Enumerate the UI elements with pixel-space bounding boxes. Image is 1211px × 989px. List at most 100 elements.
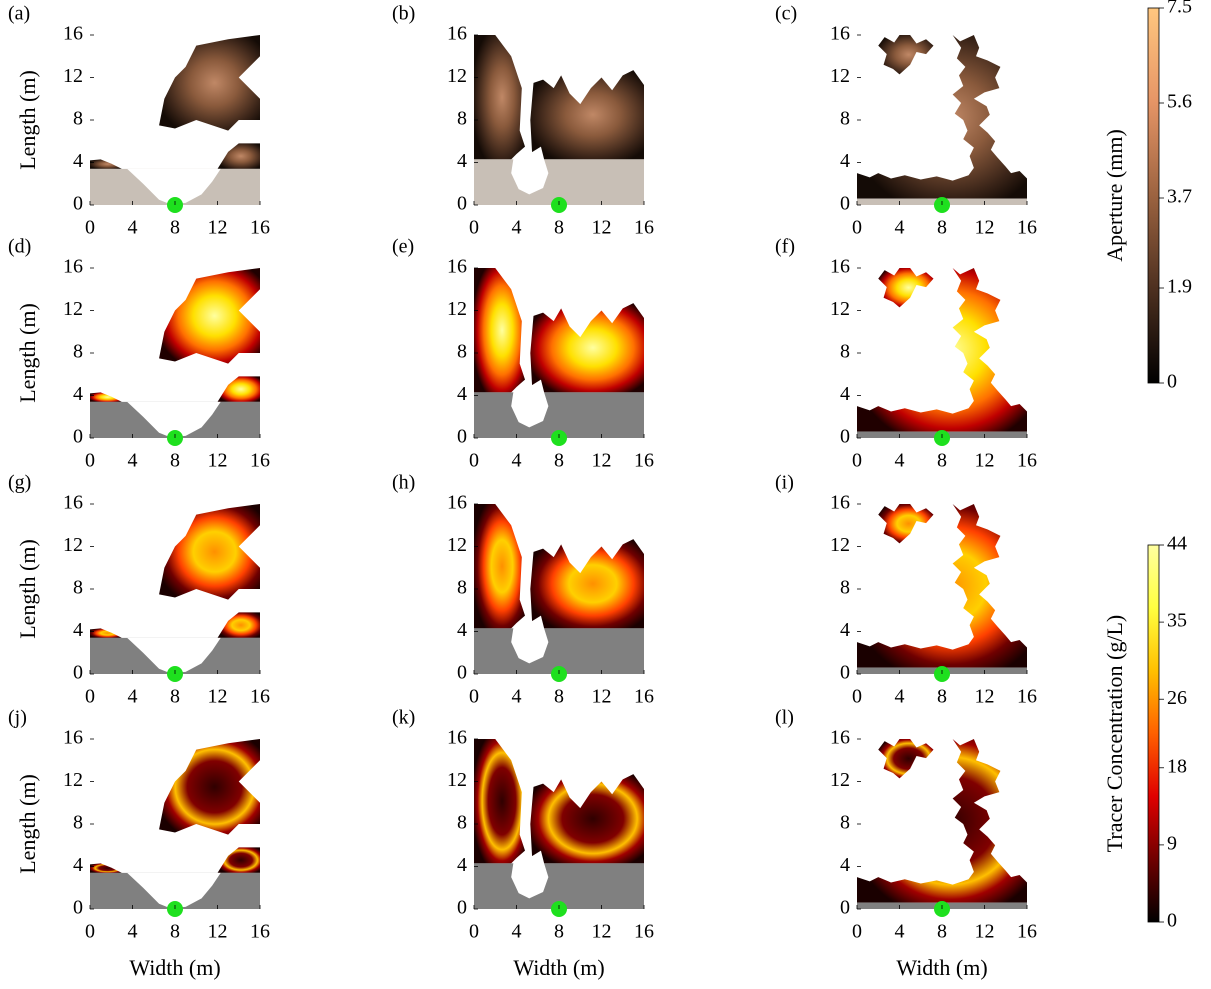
x-tick-label: 12 — [208, 686, 228, 708]
x-tick-label: 0 — [469, 217, 479, 239]
panel-label: (l) — [775, 707, 794, 729]
x-tick-label: 16 — [1017, 686, 1037, 708]
x-tick-label: 8 — [554, 921, 564, 943]
y-tick-label: 4 — [457, 619, 467, 641]
y-tick-label: 4 — [73, 383, 83, 405]
x-tick-label: 0 — [469, 686, 479, 708]
y-tick-label: 12 — [830, 65, 850, 87]
x-tick-label: 0 — [85, 217, 95, 239]
x-tick-label: 4 — [895, 217, 905, 239]
x-tick-label: 8 — [554, 450, 564, 472]
y-tick-label: 0 — [73, 193, 83, 215]
panel-label: (c) — [775, 3, 797, 25]
fracture-region — [159, 268, 260, 364]
x-tick-label: 16 — [634, 450, 654, 472]
y-tick-label: 12 — [447, 65, 467, 87]
x-tick-label: 12 — [592, 450, 612, 472]
y-tick-label: 16 — [447, 256, 467, 278]
x-tick-label: 0 — [469, 921, 479, 943]
fracture-region — [878, 739, 933, 778]
colorbar-tick-label: 3.7 — [1167, 186, 1192, 208]
panel-label: (e) — [392, 236, 414, 258]
y-tick-label: 8 — [73, 577, 83, 599]
y-tick-label: 12 — [447, 298, 467, 320]
colorbar-label: Tracer Concentration (g/L) — [1102, 615, 1127, 852]
y-tick-label: 8 — [840, 812, 850, 834]
colorbar-tick-label: 44 — [1167, 533, 1187, 555]
fracture-region — [530, 774, 644, 863]
fracture-region — [530, 70, 644, 159]
y-tick-label: 4 — [457, 854, 467, 876]
x-tick-label: 8 — [170, 686, 180, 708]
colorbar-tick-label: 35 — [1167, 610, 1187, 632]
fracture-region — [159, 739, 260, 835]
x-tick-label: 0 — [852, 217, 862, 239]
x-tick-label: 12 — [975, 921, 995, 943]
y-tick-label: 16 — [830, 256, 850, 278]
fracture-region — [218, 847, 261, 873]
y-tick-label: 8 — [73, 341, 83, 363]
y-tick-label: 0 — [457, 897, 467, 919]
y-tick-label: 12 — [447, 534, 467, 556]
x-tick-label: 16 — [634, 686, 654, 708]
x-tick-label: 8 — [170, 921, 180, 943]
y-tick-label: 4 — [840, 619, 850, 641]
x-axis-label: Width (m) — [129, 955, 220, 980]
y-tick-label: 16 — [63, 23, 83, 45]
colorbar-tick-label: 0 — [1167, 371, 1177, 393]
y-tick-label: 16 — [63, 256, 83, 278]
y-axis-label: Length (m) — [15, 70, 40, 170]
panel-label: (g) — [8, 472, 31, 494]
x-tick-label: 16 — [250, 450, 270, 472]
panel-label: (j) — [8, 707, 27, 729]
y-tick-label: 16 — [447, 727, 467, 749]
y-tick-label: 0 — [840, 193, 850, 215]
fracture-region — [474, 739, 525, 863]
x-tick-label: 4 — [512, 921, 522, 943]
panel-label: (h) — [392, 472, 415, 494]
y-tick-label: 16 — [447, 492, 467, 514]
x-tick-label: 8 — [554, 217, 564, 239]
y-tick-label: 4 — [840, 854, 850, 876]
x-tick-label: 16 — [634, 921, 654, 943]
y-tick-label: 4 — [840, 383, 850, 405]
x-tick-label: 8 — [937, 921, 947, 943]
y-tick-label: 16 — [830, 492, 850, 514]
x-tick-label: 12 — [208, 217, 228, 239]
x-tick-label: 4 — [512, 450, 522, 472]
y-axis-label: Length (m) — [15, 774, 40, 874]
x-tick-label: 0 — [469, 450, 479, 472]
fracture-region — [218, 143, 261, 169]
panel-label: (f) — [775, 236, 795, 258]
y-tick-label: 0 — [73, 426, 83, 448]
x-tick-label: 8 — [937, 450, 947, 472]
y-tick-label: 12 — [447, 769, 467, 791]
colorbar — [1148, 545, 1159, 922]
y-tick-label: 4 — [840, 150, 850, 172]
fracture-region — [530, 303, 644, 392]
y-tick-label: 12 — [830, 769, 850, 791]
fracture-region — [530, 539, 644, 628]
y-tick-label: 8 — [840, 108, 850, 130]
colorbar-tick-label: 7.5 — [1167, 0, 1192, 18]
x-tick-label: 16 — [1017, 450, 1037, 472]
x-tick-label: 8 — [170, 450, 180, 472]
colorbar — [1148, 8, 1159, 383]
x-tick-label: 8 — [937, 686, 947, 708]
fracture-region — [857, 35, 1027, 199]
panel-label: (d) — [8, 236, 31, 258]
x-tick-label: 0 — [852, 450, 862, 472]
x-tick-label: 4 — [128, 450, 138, 472]
y-tick-label: 8 — [457, 341, 467, 363]
x-tick-label: 0 — [852, 686, 862, 708]
fracture-region — [878, 268, 933, 307]
y-tick-label: 0 — [457, 426, 467, 448]
y-tick-label: 0 — [73, 662, 83, 684]
panel-label: (a) — [8, 3, 30, 25]
figure: 04812160481216(a)Length (m)0481216048121… — [0, 0, 1211, 989]
y-tick-label: 4 — [457, 383, 467, 405]
fracture-region — [857, 504, 1027, 668]
y-tick-label: 8 — [457, 577, 467, 599]
fracture-region — [857, 268, 1027, 432]
y-tick-label: 8 — [840, 577, 850, 599]
